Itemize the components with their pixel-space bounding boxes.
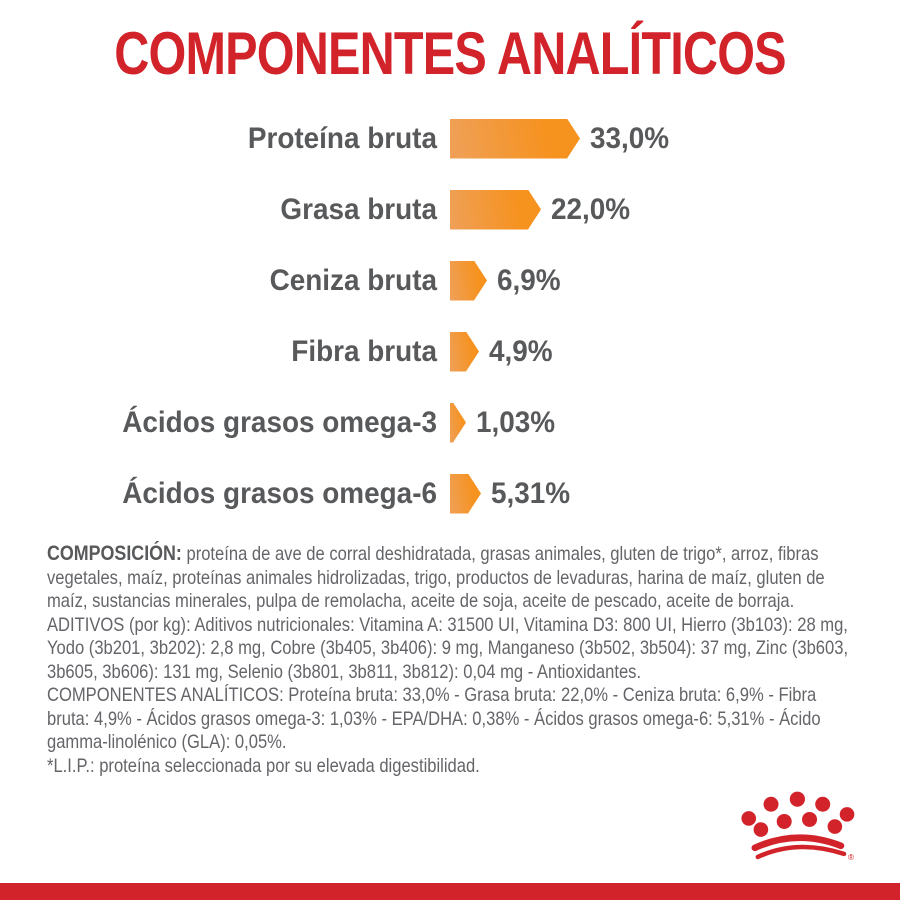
bar	[450, 403, 466, 443]
paragraph-label: ADITIVOS (por kg):	[47, 613, 191, 636]
composition-text-block: COMPOSICIÓN: proteína de ave de corral d…	[47, 542, 863, 778]
chart-row: Ceniza bruta 6,9%	[0, 245, 900, 316]
paragraph-text: proteína seleccionada por su elevada dig…	[94, 754, 480, 777]
chart-row-label: Ceniza bruta	[269, 263, 437, 297]
bar	[450, 261, 487, 301]
registered-trademark-symbol: ®	[848, 853, 854, 862]
chart-row-label: Ácidos grasos omega-6	[122, 476, 438, 510]
paragraph-label: COMPOSICIÓN:	[47, 542, 182, 565]
chart-row: Proteína bruta 33,0%	[0, 103, 900, 174]
bar	[450, 474, 481, 514]
paragraph-label: COMPONENTES ANALÍTICOS:	[47, 684, 284, 706]
chart-row-value: 1,03%	[476, 405, 556, 439]
chart-row: Fibra bruta 4,9%	[0, 316, 900, 387]
chart-row: Ácidos grasos omega-6 5,31%	[0, 458, 900, 529]
bar	[450, 119, 580, 159]
chart-row: Grasa bruta 22,0%	[0, 174, 900, 245]
royal-canin-crown-logo: ®	[741, 791, 855, 862]
chart-row-value: 4,9%	[489, 334, 553, 368]
chart-row-value: 33,0%	[590, 121, 670, 155]
paragraph-aditivos: ADITIVOS (por kg): Aditivos nutricionale…	[47, 614, 863, 685]
chart-row-value: 6,9%	[497, 263, 561, 297]
chart-row-value: 5,31%	[491, 476, 571, 510]
paragraph-text: Proteína bruta: 33,0% - Grasa bruta: 22,…	[47, 684, 821, 753]
paragraph-label: *L.I.P.:	[47, 754, 95, 777]
bottom-red-stripe	[0, 883, 900, 900]
paragraph-lip-footnote: *L.I.P.: proteína seleccionada por su el…	[47, 755, 863, 779]
chart-row-label: Fibra bruta	[291, 334, 437, 368]
page-title: COMPONENTES ANALÍTICOS	[114, 20, 786, 87]
chart-row-label: Ácidos grasos omega-3	[122, 405, 438, 439]
paragraph-componentes-analiticos: COMPONENTES ANALÍTICOS: Proteína bruta: …	[47, 684, 863, 755]
paragraph-composicion: COMPOSICIÓN: proteína de ave de corral d…	[47, 542, 863, 614]
chart-row-label: Grasa bruta	[280, 192, 437, 226]
chart-row-label: Proteína bruta	[247, 121, 437, 155]
paragraph-text: Aditivos nutricionales: Vitamina A: 3150…	[47, 613, 849, 683]
analytical-components-chart: Proteína bruta 33,0% Grasa bruta 22,0% C…	[0, 103, 900, 529]
bar	[450, 332, 479, 372]
bar	[450, 190, 541, 230]
paragraph-text: proteína de ave de corral deshidratada, …	[47, 543, 825, 612]
chart-row-value: 22,0%	[551, 192, 631, 226]
chart-row: Ácidos grasos omega-3 1,03%	[0, 387, 900, 458]
